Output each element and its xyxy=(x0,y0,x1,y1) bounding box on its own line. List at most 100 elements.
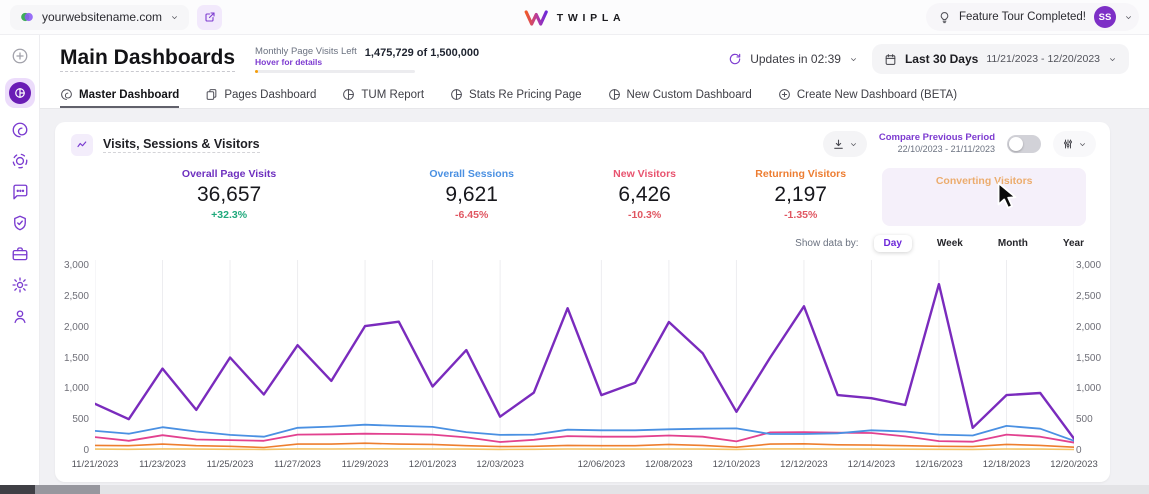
privacy-center-icon[interactable] xyxy=(11,214,29,232)
granularity-week[interactable]: Week xyxy=(936,238,963,249)
spiral-icon xyxy=(61,89,72,100)
page-title: Main Dashboards xyxy=(60,46,236,72)
top-bar: yourwebsitename.com TWIPLA Feature xyxy=(0,0,1149,35)
y-tick-label: 0 xyxy=(1076,445,1082,456)
date-range-value: 11/21/2023 - 12/20/2023 xyxy=(986,53,1100,65)
granularity-year[interactable]: Year xyxy=(1062,238,1084,249)
tab-pages-dashboard[interactable]: Pages Dashboard xyxy=(205,83,316,108)
y-tick-label: 3,000 xyxy=(63,260,89,271)
x-tick-label: 11/25/2023 xyxy=(206,459,254,470)
tab-label: TUM Report xyxy=(361,88,425,101)
tab-create-new-dashboard[interactable]: Create New Dashboard (BETA) xyxy=(778,83,957,108)
granularity-day[interactable]: Day xyxy=(873,235,912,252)
x-tick-label: 12/16/2023 xyxy=(915,459,963,470)
logo-wordmark: TWIPLA xyxy=(556,11,626,24)
x-tick-label: 12/06/2023 xyxy=(577,459,626,470)
compare-toggle[interactable] xyxy=(1007,135,1041,153)
tab-label: Stats Re Pricing Page xyxy=(469,88,582,101)
chevron-down-icon xyxy=(1109,57,1116,61)
twipla-logo: TWIPLA xyxy=(524,0,626,35)
calendar-icon xyxy=(885,53,896,65)
y-tick-label: 500 xyxy=(1076,414,1093,426)
dashboards-icon xyxy=(8,82,31,104)
y-tick-label: 0 xyxy=(83,445,89,456)
website-selector[interactable]: yourwebsitename.com xyxy=(10,4,190,30)
chevron-down-icon[interactable] xyxy=(1124,13,1133,22)
dashboard-tabs: Master Dashboard Pages Dashboard TUM Rep… xyxy=(40,83,1149,109)
sidebar-item-dashboards[interactable] xyxy=(4,78,35,108)
scrollbar-thumb[interactable] xyxy=(0,485,100,494)
account-area[interactable]: Feature Tour Completed! SS xyxy=(926,3,1139,31)
quota-progress-fill xyxy=(255,69,258,73)
sliders-icon xyxy=(1064,139,1072,149)
download-icon xyxy=(834,139,843,149)
x-tick-label: 11/23/2023 xyxy=(139,459,186,470)
series-converting-visitors xyxy=(95,448,1074,451)
compare-range: 22/10/2023 - 21/11/2023 xyxy=(897,144,995,155)
compare-previous-period: Compare Previous Period 22/10/2023 - 21/… xyxy=(879,132,995,155)
line-chart: 0 500 1,000 1,500 2,000 2,500 3,000 0 500 1,000 1… xyxy=(55,258,1110,482)
refresh-icon xyxy=(730,53,741,65)
avatar[interactable]: SS xyxy=(1094,6,1116,28)
pie-chart-icon xyxy=(451,89,462,100)
add-website-icon[interactable] xyxy=(11,47,29,65)
date-range-label: Last 30 Days xyxy=(904,52,979,66)
modules-icon[interactable] xyxy=(11,245,29,263)
quota-hover-link[interactable]: Hover for details xyxy=(255,56,323,67)
pages-icon xyxy=(206,89,217,100)
tab-new-custom-dashboard[interactable]: New Custom Dashboard xyxy=(608,83,752,108)
kpi-returning-visitors: Returning Visitors 2,197 -1.35% xyxy=(755,168,847,221)
x-tick-label: 11/29/2023 xyxy=(341,459,389,470)
communication-icon[interactable] xyxy=(11,183,29,201)
series-overall-page-visits xyxy=(95,282,1074,440)
y-tick-label: 3,000 xyxy=(1076,260,1102,271)
tab-master-dashboard[interactable]: Master Dashboard xyxy=(60,83,180,108)
visits-sessions-visitors-widget: Visits, Sessions & Visitors Compare Prev… xyxy=(55,122,1110,482)
y-tick-label: 500 xyxy=(72,414,89,426)
y-tick-label: 1,000 xyxy=(1076,383,1102,395)
show-data-by: Show data by: Day Week Month Year xyxy=(795,235,1094,252)
kpi-row: Overall Page Visits 36,657 +32.3% Overal… xyxy=(85,168,1087,226)
series-returning-visitors xyxy=(95,442,1074,449)
quota-value: 1,475,729 of 1,500,000 xyxy=(364,46,480,59)
x-tick-label: 12/14/2023 xyxy=(847,459,896,470)
tab-label: New Custom Dashboard xyxy=(626,88,752,101)
show-data-by-label: Show data by: xyxy=(795,238,859,249)
sidebar xyxy=(0,35,40,485)
y-tick-label: 2,500 xyxy=(1076,290,1102,302)
y-axis-left: 0 500 1,000 1,500 2,000 2,500 3,000 xyxy=(55,258,93,456)
toggle-knob xyxy=(1009,137,1023,151)
kpi-converting-visitors[interactable]: Converting Visitors xyxy=(882,168,1087,226)
pie-chart-icon xyxy=(608,89,620,100)
granularity-month[interactable]: Month xyxy=(997,238,1028,249)
y-tick-label: 1,500 xyxy=(1076,352,1102,364)
x-tick-label: 12/10/2023 xyxy=(712,459,761,470)
settings-icon[interactable] xyxy=(11,276,29,294)
updates-dropdown[interactable]: Updates in 02:39 xyxy=(728,52,858,66)
chart-options-button[interactable] xyxy=(1053,131,1096,157)
x-axis-labels: 11/21/2023 11/23/2023 11/25/2023 11/27/2023… xyxy=(72,459,1098,473)
x-tick-label: 12/08/2023 xyxy=(645,459,693,470)
series-new-visitors xyxy=(95,431,1074,444)
date-range-picker[interactable]: Last 30 Days 11/21/2023 - 12/20/2023 xyxy=(871,44,1129,74)
x-tick-label: 12/01/2023 xyxy=(408,459,457,470)
company-reveal-icon[interactable] xyxy=(11,152,29,170)
widget-title: Visits, Sessions & Visitors xyxy=(103,137,260,153)
chart-plot-area xyxy=(95,258,1074,454)
y-tick-label: 2,000 xyxy=(1076,321,1102,333)
y-axis-right: 0 500 1,000 1,500 2,000 2,500 3,000 xyxy=(1074,258,1110,456)
feature-tour-label: Feature Tour Completed! xyxy=(959,11,1086,23)
x-tick-label: 11/21/2023 xyxy=(71,459,119,470)
tab-tum-report[interactable]: TUM Report xyxy=(342,83,424,108)
support-icon[interactable] xyxy=(11,307,29,325)
visitor-behavior-icon[interactable] xyxy=(11,121,29,139)
tab-stats-re-pricing-page[interactable]: Stats Re Pricing Page xyxy=(450,83,582,108)
open-website-button[interactable] xyxy=(197,4,223,30)
quota-progress-track xyxy=(255,69,416,73)
lightbulb-icon xyxy=(940,11,949,23)
x-tick-label: 12/12/2023 xyxy=(780,459,828,470)
series-overall-sessions xyxy=(95,423,1074,442)
download-button[interactable] xyxy=(822,131,867,157)
kpi-overall-page-visits: Overall Page Visits 36,657 +32.3% xyxy=(181,168,277,221)
tab-label: Create New Dashboard (BETA) xyxy=(796,88,958,101)
